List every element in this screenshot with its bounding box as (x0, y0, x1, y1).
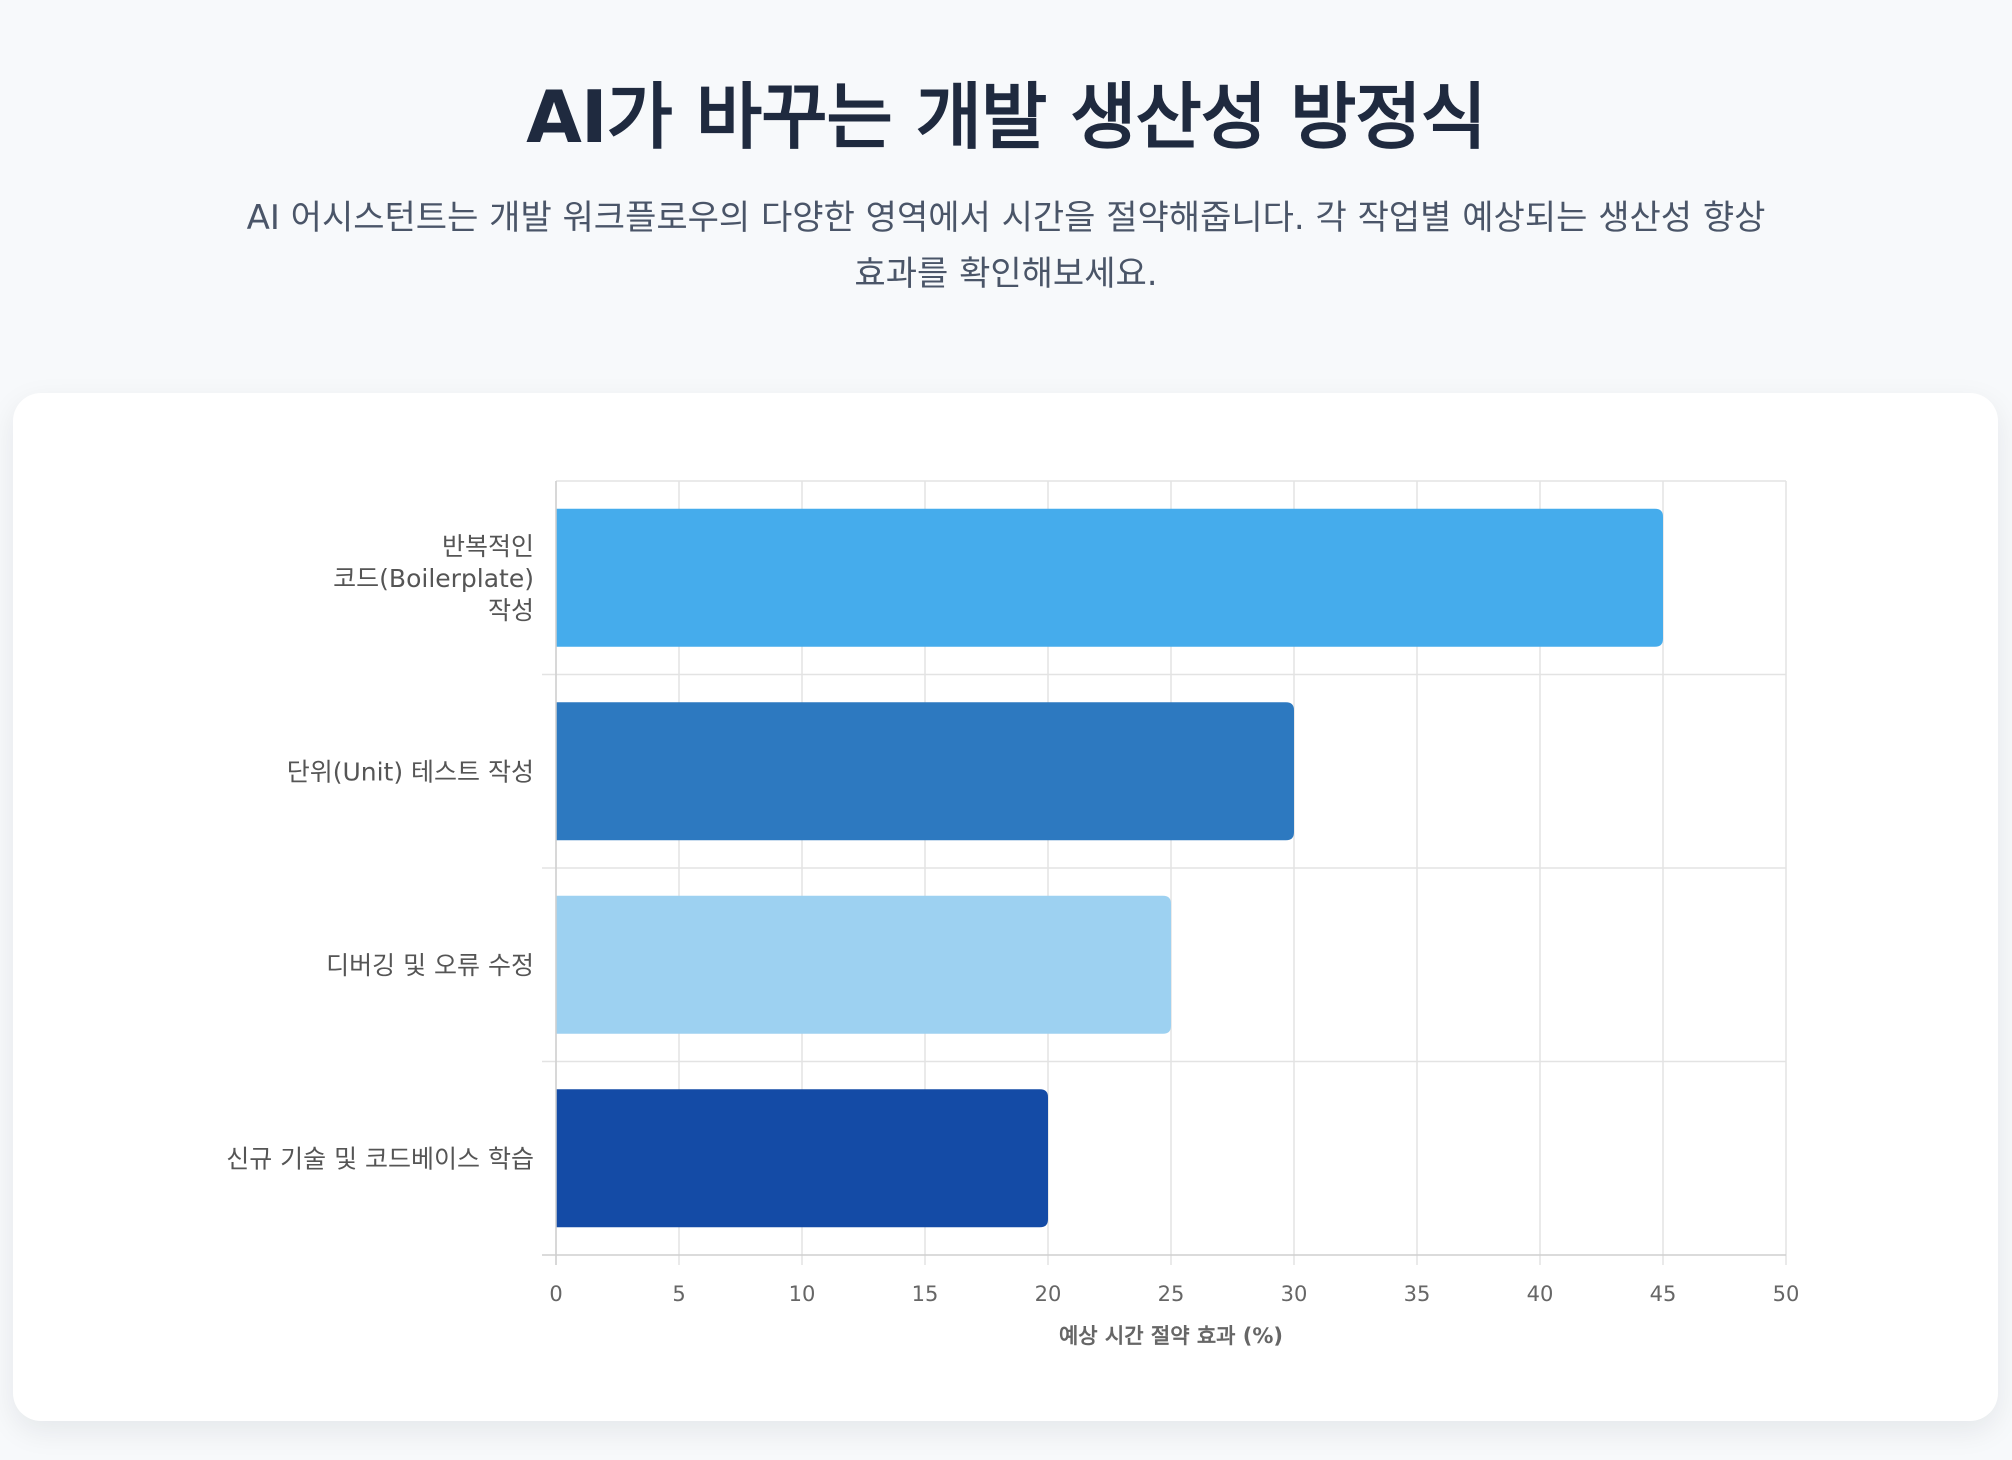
x-tick-label: 50 (1773, 1282, 1800, 1306)
x-tick-label: 0 (549, 1282, 562, 1306)
x-tick-label: 5 (672, 1282, 685, 1306)
x-tick-label: 30 (1281, 1282, 1308, 1306)
axes (542, 481, 1786, 1265)
bars (556, 508, 1663, 1228)
x-tick-label: 15 (912, 1282, 939, 1306)
category-label: 반복적인 (442, 532, 534, 561)
x-axis-title: 예상 시간 절약 효과 (%) (1059, 1324, 1283, 1348)
bar[interactable] (556, 702, 1294, 841)
page-title: AI가 바꾸는 개발 생산성 방정식 (526, 75, 1487, 159)
x-tick-label: 25 (1158, 1282, 1185, 1306)
category-label: 디버깅 및 오류 수정 (326, 951, 534, 980)
category-label: 코드(Boilerplate) (333, 564, 534, 593)
x-tick-label: 10 (789, 1282, 816, 1306)
x-tick-label: 40 (1527, 1282, 1554, 1306)
category-label: 단위(Unit) 테스트 작성 (287, 757, 534, 786)
bar[interactable] (556, 895, 1171, 1034)
page-subtitle: AI 어시스턴트는 개발 워크플로우의 다양한 영역에서 시간을 절약해줍니다.… (246, 198, 1766, 294)
x-tick-label: 20 (1035, 1282, 1062, 1306)
category-label: 신규 기술 및 코드베이스 학습 (226, 1144, 534, 1173)
x-tick-label: 35 (1404, 1282, 1431, 1306)
bar[interactable] (556, 508, 1663, 647)
bar[interactable] (556, 1089, 1048, 1228)
category-label: 작성 (488, 596, 534, 625)
x-tick-label: 45 (1650, 1282, 1677, 1306)
